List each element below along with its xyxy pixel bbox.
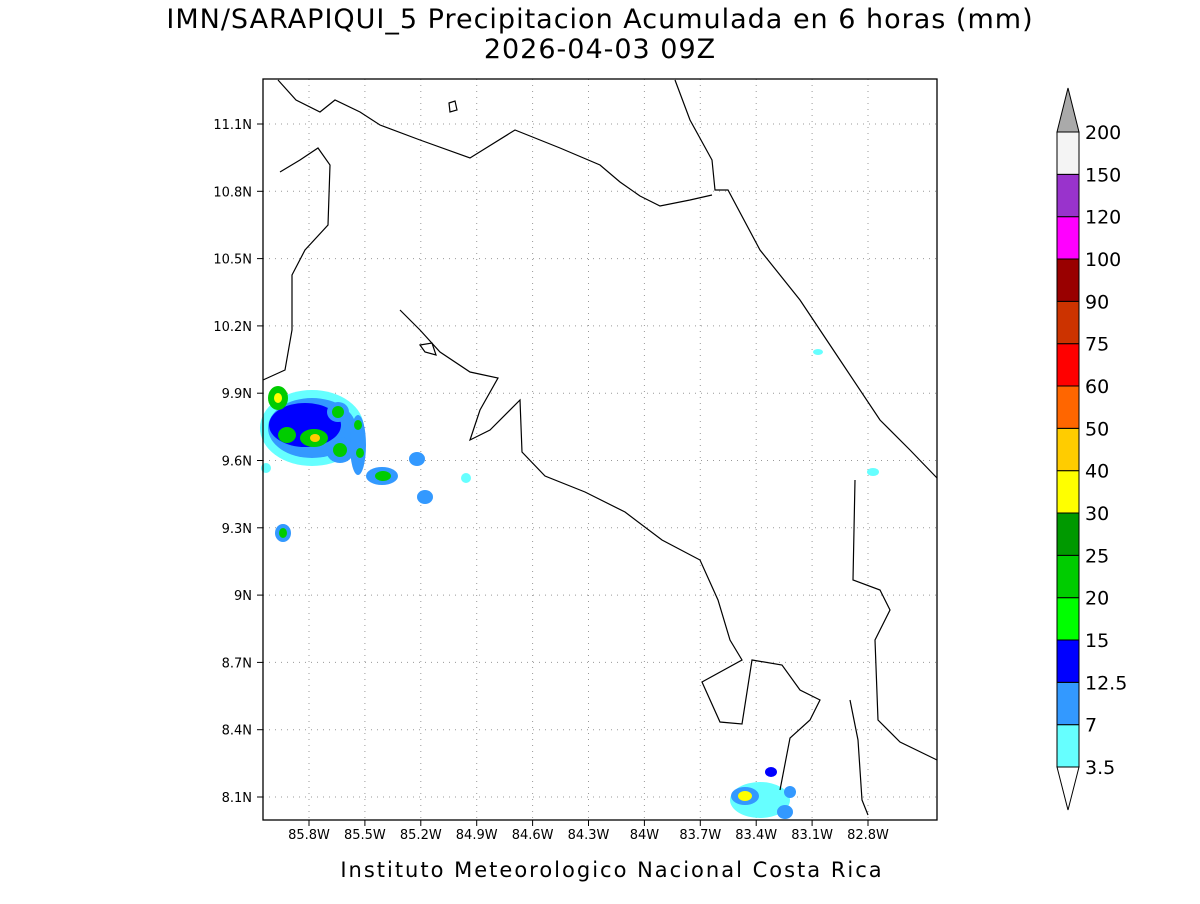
rain-area xyxy=(278,427,296,443)
precipitation xyxy=(260,349,879,819)
colorbar: 3.5 7 12.5 15 20 25 30 40 50 60 75 90 100 120 150 200 xyxy=(1056,87,1127,811)
pacific-coast xyxy=(262,147,331,381)
lat-tick-label: 9N xyxy=(234,589,252,604)
lon-tick-label: 84W xyxy=(630,828,660,843)
lon-tick-label: 85.2W xyxy=(400,828,442,843)
lon-tick-label: 85.8W xyxy=(288,828,330,843)
map-frame xyxy=(262,78,938,821)
rain-area xyxy=(356,448,364,458)
colorbar-swatch xyxy=(1056,427,1080,472)
subtitle: 2026-04-03 09Z xyxy=(484,34,716,65)
colorbar-swatch xyxy=(1056,173,1080,218)
colorbar-label: 15 xyxy=(1085,630,1109,652)
colorbar-swatch xyxy=(1056,216,1080,260)
colorbar-swatch xyxy=(1056,512,1080,556)
colorbar-label: 150 xyxy=(1085,164,1121,186)
rain-area xyxy=(354,420,362,430)
colorbar-label: 7 xyxy=(1085,715,1097,737)
coastlines xyxy=(262,79,938,816)
colorbar-swatch xyxy=(1056,385,1080,429)
island xyxy=(418,100,458,356)
lat-tick-label: 10.5N xyxy=(213,253,252,268)
peninsula xyxy=(849,699,869,816)
lon-tick-label: 85.5W xyxy=(344,828,386,843)
rain-area xyxy=(409,452,425,466)
rain-area xyxy=(777,805,793,819)
rain-area xyxy=(333,443,347,457)
lat-tick-label: 8.1N xyxy=(222,791,252,806)
lon-tick-label: 84.3W xyxy=(568,828,610,843)
lon-tick-label: 84.6W xyxy=(512,828,554,843)
colorbar-label: 40 xyxy=(1085,461,1109,483)
rain-area xyxy=(279,528,287,538)
rain-area xyxy=(738,791,752,801)
rain-area xyxy=(310,434,320,442)
lat-tick-label: 8.4N xyxy=(222,724,252,739)
colorbar-swatch xyxy=(1056,258,1080,302)
lat-tick-label: 11.1N xyxy=(213,118,252,133)
lat-tick-label: 9.9N xyxy=(222,387,252,402)
colorbar-label: 100 xyxy=(1085,249,1121,271)
caribbean-coast xyxy=(674,79,938,479)
colorbar-label: 30 xyxy=(1085,503,1109,525)
lat-tick-label: 9.3N xyxy=(222,522,252,537)
rain-area xyxy=(813,349,823,355)
colorbar-arrow xyxy=(1056,87,1080,133)
pacific-coast xyxy=(399,309,821,791)
colorbar-swatch xyxy=(1056,343,1080,387)
lon-tick-label: 84.9W xyxy=(456,828,498,843)
rain-area xyxy=(417,490,433,504)
footer: Instituto Meteorologico Nacional Costa R… xyxy=(340,858,883,882)
colorbar-swatch xyxy=(1056,724,1080,768)
colorbar-swatch xyxy=(1056,554,1080,599)
colorbar-label: 200 xyxy=(1085,122,1121,144)
lat-tick-label: 10.8N xyxy=(213,185,252,200)
colorbar-label: 90 xyxy=(1085,291,1109,313)
lon-tick-label: 83.1W xyxy=(791,828,833,843)
colorbar-label: 25 xyxy=(1085,545,1109,567)
colorbar-swatch xyxy=(1056,131,1080,175)
rain-area xyxy=(375,471,391,481)
rain-area xyxy=(784,786,796,798)
colorbar-label: 20 xyxy=(1085,588,1109,610)
colorbar-label: 3.5 xyxy=(1085,757,1115,779)
colorbar-label: 12.5 xyxy=(1085,672,1127,694)
rain-area xyxy=(274,393,282,403)
colorbar-swatch xyxy=(1056,639,1080,683)
rain-area xyxy=(765,767,777,777)
title: IMN/SARAPIQUI_5 Precipitacion Acumulada … xyxy=(166,4,1033,35)
rain-area xyxy=(350,415,366,475)
colorbar-swatch xyxy=(1056,597,1080,641)
lon-tick-label: 83.4W xyxy=(735,828,777,843)
colorbar-swatch xyxy=(1056,681,1080,726)
rain-area xyxy=(332,406,344,418)
rain-area xyxy=(867,468,879,476)
grid: 85.8W 85.5W 85.2W 84.9W 84.6W 84.3W 84W 83.7W 83… xyxy=(213,79,937,843)
lat-tick-label: 9.6N xyxy=(222,455,252,470)
rain-area xyxy=(461,473,471,483)
colorbar-swatch xyxy=(1056,470,1080,514)
lat-tick-label: 8.7N xyxy=(222,656,252,671)
colorbar-label: 50 xyxy=(1085,418,1109,440)
colorbar-arrow xyxy=(1056,766,1080,811)
lon-tick-label: 83.7W xyxy=(679,828,721,843)
colorbar-swatch xyxy=(1056,300,1080,345)
lon-tick-label: 82.8W xyxy=(847,828,889,843)
colorbar-label: 120 xyxy=(1085,207,1121,229)
panama-border xyxy=(852,479,938,761)
border xyxy=(277,79,713,207)
colorbar-label: 60 xyxy=(1085,376,1109,398)
lat-tick-label: 10.2N xyxy=(213,320,252,335)
colorbar-label: 75 xyxy=(1085,334,1109,356)
